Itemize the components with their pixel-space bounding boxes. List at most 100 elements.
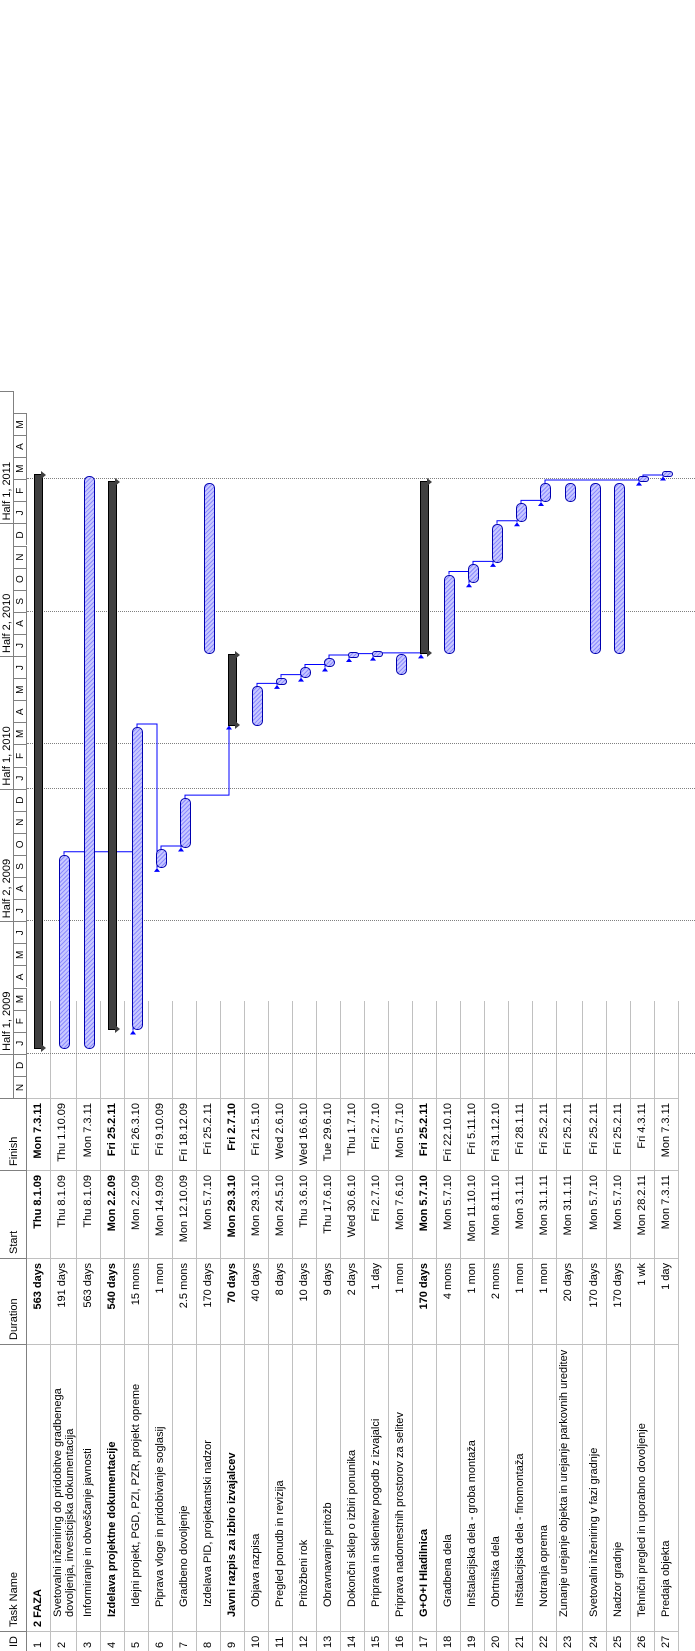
task-bar[interactable] (84, 475, 95, 1049)
column-header-finish[interactable]: Finish (0, 1098, 27, 1170)
task-finish: Thu 1.7.10 (341, 1098, 364, 1170)
table-row[interactable]: 12 Pritožbeni rok 10 days Thu 3.6.10 Wed 16.… (293, 1001, 317, 1651)
table-row[interactable]: 10 Objava razpisa 40 days Mon 29.3.10 Fri 21… (245, 1001, 269, 1651)
task-name: Idejni projekt, PGD, PZI, PZR, projekt o… (125, 1344, 148, 1631)
task-bar[interactable] (180, 798, 191, 848)
table-row[interactable]: 8 Izdelava PID, projektantski nadzor 170 d… (197, 1001, 221, 1651)
task-finish: Fri 28.1.11 (509, 1098, 532, 1170)
task-bar[interactable] (614, 483, 625, 655)
table-row[interactable]: 6 Piprаva vloge in pridobivanje soglasij 1… (149, 1001, 173, 1651)
task-bar[interactable] (156, 848, 167, 868)
column-header-duration[interactable]: Duration (0, 1258, 27, 1344)
task-duration: 9 days (317, 1258, 340, 1344)
task-bar[interactable] (204, 483, 215, 655)
task-name: Inštalacijska dela - finomontaža (509, 1344, 532, 1631)
task-id: 21 (509, 1631, 532, 1651)
task-bar[interactable] (638, 475, 649, 482)
task-bar[interactable] (372, 650, 383, 657)
task-bar[interactable] (516, 503, 527, 523)
table-row[interactable]: 13 Obravnavanje pritožb 9 days Thu 17.6.10 T… (317, 1001, 341, 1651)
table-row[interactable]: 15 Priprava in sklenitev pogodb z izvajal… (365, 1001, 389, 1651)
task-start: Mon 7.3.11 (655, 1170, 678, 1258)
task-bar[interactable] (492, 523, 503, 563)
task-name: Notranja oprema (533, 1344, 556, 1631)
task-finish: Fri 5.11.10 (461, 1098, 484, 1170)
task-bar[interactable] (396, 653, 407, 675)
task-id: 7 (173, 1631, 196, 1651)
task-bar[interactable] (132, 727, 143, 1031)
task-start: Mon 7.6.10 (389, 1170, 412, 1258)
summary-bar[interactable] (34, 473, 43, 1049)
task-bar[interactable] (252, 686, 263, 726)
link-arrowhead (538, 501, 544, 506)
table-row[interactable]: 21 Inštalacijska dela - finomontaža 1 mon M… (509, 1001, 533, 1651)
task-finish: Fri 25.2.11 (413, 1098, 436, 1170)
summary-bar[interactable] (228, 653, 237, 726)
table-row[interactable]: 26 Tehnični pregled in uporabno dovoljenj… (631, 1001, 655, 1651)
dependency-link (496, 520, 518, 524)
task-finish: Fri 9.10.09 (149, 1098, 172, 1170)
dependency-link (63, 851, 134, 1031)
table-row[interactable]: 22 Notranja oprema 1 mon Mon 31.1.11 Fri 25.… (533, 1001, 557, 1651)
table-row[interactable]: 2 Svetovalni inženiring do pridobitve gra… (51, 1001, 77, 1651)
task-bar[interactable] (276, 677, 287, 685)
task-start: Mon 5.7.10 (437, 1170, 460, 1258)
table-row[interactable]: 16 Priprava nadomestnih prostorov za seli… (389, 1001, 413, 1651)
task-id: 5 (125, 1631, 148, 1651)
task-duration: 563 days (77, 1258, 100, 1344)
table-row[interactable]: 7 Gradbeno dovoljenje 2.5 mons Mon 12.10.09… (173, 1001, 197, 1651)
table-row[interactable]: 5 Idejni projekt, PGD, PZI, PZR, projekt … (125, 1001, 149, 1651)
task-bar[interactable] (468, 564, 479, 584)
task-bar[interactable] (590, 483, 601, 655)
task-bar[interactable] (662, 470, 673, 477)
task-start: Mon 12.10.09 (173, 1170, 196, 1258)
task-bar[interactable] (348, 652, 359, 659)
task-duration: 15 mons (125, 1258, 148, 1344)
table-row[interactable]: 24 Svetovalni inženiring v fazi gradnje 17… (583, 1001, 607, 1651)
task-finish: Fri 25.2.11 (533, 1098, 556, 1170)
task-finish: Fri 25.2.11 (101, 1098, 124, 1170)
task-name: Piprаva vloge in pridobivanje soglasij (149, 1344, 172, 1631)
task-id: 22 (533, 1631, 556, 1651)
column-header-task-name[interactable]: Task Name (0, 1344, 27, 1631)
table-row[interactable]: 23 Zunanje urejanje objekta in urejanje p… (557, 1001, 583, 1651)
table-row[interactable]: 19 Inštalacijska dela - groba montaža 1 mo… (461, 1001, 485, 1651)
table-row[interactable]: 20 Obrtniška dela 2 mons Mon 8.11.10 Fri 31.… (485, 1001, 509, 1651)
task-id: 12 (293, 1631, 316, 1651)
task-start: Mon 5.7.10 (583, 1170, 606, 1258)
table-row[interactable]: 4 Izdelava projektne dokumentacije 540 day… (101, 1001, 125, 1651)
table-row[interactable]: 17 G+O+I Hladilnica 170 days Mon 5.7.10 Fri … (413, 1001, 437, 1651)
task-start: Mon 2.2.09 (125, 1170, 148, 1258)
task-bar[interactable] (59, 854, 70, 1049)
column-header-start[interactable]: Start (0, 1170, 27, 1258)
task-name: Inštalacijska dela - groba montaža (461, 1344, 484, 1631)
table-row[interactable]: 11 Pregled ponudb in revizija 8 days Mon 24… (269, 1001, 293, 1651)
task-start: Mon 5.7.10 (197, 1170, 220, 1258)
task-duration: 40 days (245, 1258, 268, 1344)
table-row[interactable]: 18 Gradbena dela 4 mons Mon 5.7.10 Fri 22.10… (437, 1001, 461, 1651)
table-row[interactable]: 25 Nadzor gradnje 170 days Mon 5.7.10 Fri 25… (607, 1001, 631, 1651)
dependency-link (472, 560, 494, 565)
summary-bar[interactable] (420, 481, 429, 655)
task-start: Mon 5.7.10 (413, 1170, 436, 1258)
table-row[interactable]: 14 Dokončni sklep o izbiri ponunika 2 days… (341, 1001, 365, 1651)
task-bar[interactable] (444, 574, 455, 655)
summary-bar[interactable] (108, 481, 117, 1031)
task-name: Svetovalni inženiring v fazi gradnje (583, 1344, 606, 1631)
task-finish: Fri 31.12.10 (485, 1098, 508, 1170)
column-header-id[interactable]: ID (0, 1631, 27, 1651)
task-name: Obrtniška dela (485, 1344, 508, 1631)
table-row[interactable]: 3 Informiranje in obveščanje javnosti 563 … (77, 1001, 101, 1651)
table-row[interactable]: 9 Javni razpis za izbiro izvajalcev 70 day… (221, 1001, 245, 1651)
task-name: Gradbena dela (437, 1344, 460, 1631)
task-bar[interactable] (565, 483, 576, 502)
task-finish: Fri 25.2.11 (557, 1098, 582, 1170)
task-bar[interactable] (540, 483, 551, 502)
table-row[interactable]: 27 Predaja objekta 1 day Mon 7.3.11 Mon 7.3.… (655, 1001, 679, 1651)
task-bar[interactable] (300, 667, 311, 678)
task-id: 24 (583, 1631, 606, 1651)
task-finish: Fri 18.12.09 (173, 1098, 196, 1170)
task-id: 10 (245, 1631, 268, 1651)
task-start: Mon 28.2.11 (631, 1170, 654, 1258)
